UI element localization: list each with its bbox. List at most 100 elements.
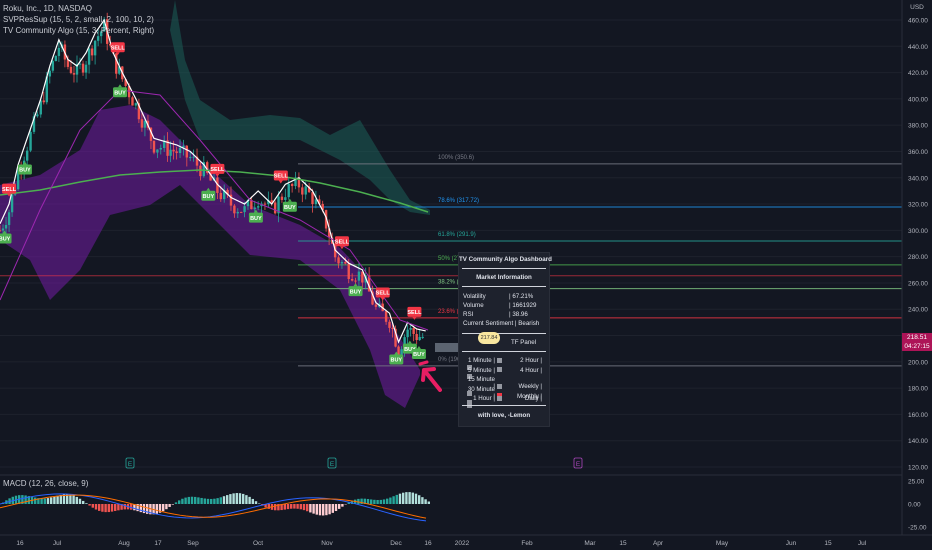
macd-histogram-bar xyxy=(347,502,350,504)
candle-body xyxy=(267,200,270,205)
candle-body xyxy=(209,172,212,181)
macd-histogram-bar xyxy=(53,496,56,504)
candle-body xyxy=(51,61,55,71)
candle-body xyxy=(16,170,20,190)
candle-body xyxy=(152,140,156,153)
macd-histogram-bar xyxy=(162,504,165,512)
macd-histogram-bar xyxy=(293,504,296,509)
sell-signal: SELL xyxy=(2,183,17,197)
candle-body xyxy=(162,140,166,148)
macd-histogram-bar xyxy=(37,498,40,504)
candle-body xyxy=(137,103,141,120)
timeframe-right-signal xyxy=(467,390,472,396)
macd-histogram-bar xyxy=(302,504,306,511)
macd-histogram-bar xyxy=(94,504,98,510)
signal-pointer xyxy=(215,173,220,177)
macd-legend[interactable]: MACD (12, 26, close, 9) xyxy=(3,479,89,488)
price-tick-label: 280.00 xyxy=(908,254,928,261)
macd-histogram-bar xyxy=(110,504,114,512)
candle-body xyxy=(350,278,354,281)
macd-histogram-bar xyxy=(382,499,386,504)
macd-histogram-bar xyxy=(283,504,286,510)
macd-histogram-bar xyxy=(197,497,200,504)
macd-histogram-bar xyxy=(318,504,322,516)
candle-body xyxy=(219,192,222,200)
candle-body xyxy=(75,63,79,75)
fib-label: 0% (196.9 xyxy=(438,357,466,363)
time-tick-label: Nov xyxy=(321,540,333,547)
candle-body xyxy=(199,165,202,177)
macd-histogram-bar xyxy=(267,504,270,509)
sell-signal: SELL xyxy=(274,170,289,184)
candle-body xyxy=(7,212,11,225)
candle-body xyxy=(297,177,301,188)
signal-pointer xyxy=(118,84,123,88)
macd-histogram-bar xyxy=(123,504,126,510)
grid xyxy=(0,19,902,468)
candle-body xyxy=(314,199,318,205)
candle-body xyxy=(263,203,267,205)
macd-histogram-bar xyxy=(107,504,110,513)
candle-body xyxy=(384,311,388,322)
macd-histogram-bar xyxy=(306,504,309,512)
candle-body xyxy=(134,103,138,106)
timeframe-left-label: 5 Minute | xyxy=(467,366,495,374)
candle-body xyxy=(406,329,409,338)
price-tick-label: 160.00 xyxy=(908,412,928,419)
macd-histogram-bar xyxy=(174,502,178,504)
macd-histogram-bar xyxy=(69,494,72,504)
sell-signal: SELL xyxy=(210,163,225,177)
signal-markers: SELLSELLBUYBUYBUYBUYSELLBUYSELLBUYSELLBU… xyxy=(0,42,583,469)
signal-pointer xyxy=(253,209,258,213)
macd-histogram-bar xyxy=(370,499,373,504)
macd-histogram-bar xyxy=(27,496,30,504)
signal-label: SELL xyxy=(274,174,289,180)
candle-body xyxy=(57,47,61,56)
candle-body xyxy=(175,151,178,154)
signal-label: SELL xyxy=(376,291,391,297)
symbol-legend[interactable]: Roku, Inc., 1D, NASDAQ xyxy=(3,4,92,13)
macd-histogram-bar xyxy=(395,494,398,504)
price-tick-label: 260.00 xyxy=(908,280,928,287)
indicator-legend-svp[interactable]: SVPResSup (15, 5, 2, small, 2, 100, 10, … xyxy=(3,15,154,24)
candle-body xyxy=(109,43,112,46)
indicator-bands xyxy=(0,0,430,408)
signal-label: SELL xyxy=(111,46,126,52)
fib-label: 100% (350.6) xyxy=(438,155,474,161)
candle-body xyxy=(202,162,206,177)
earnings-label: E xyxy=(128,461,133,468)
candle-body xyxy=(143,120,147,128)
timeframe-left-label: 1 Hour | xyxy=(473,395,495,402)
time-tick-label: Feb xyxy=(521,540,533,547)
macd-histogram-bar xyxy=(117,504,120,511)
currency-label: USD xyxy=(910,4,924,11)
macd-histogram-bar xyxy=(242,493,245,504)
candle-body xyxy=(415,333,418,341)
signal-badge xyxy=(110,42,125,53)
macd-histogram-bar xyxy=(114,504,117,512)
price-tick-label: 140.00 xyxy=(908,438,928,445)
signal-line xyxy=(0,494,427,519)
signal-pointer xyxy=(206,187,211,191)
buy-signal: BUY xyxy=(411,346,426,360)
macd-histogram-bar xyxy=(187,496,190,504)
macd-histogram-bar xyxy=(43,498,46,504)
indicator-legend-algo[interactable]: TV Community Algo (15, 3, Percent, Right… xyxy=(3,26,155,35)
macd-histogram-bar xyxy=(334,504,338,512)
fib-label: 23.6% (23 xyxy=(438,309,466,315)
candle-body xyxy=(340,261,344,264)
macd-histogram-bar xyxy=(213,498,216,504)
signal-label: BUY xyxy=(250,216,262,222)
macd-histogram-bar xyxy=(312,504,315,514)
macd-histogram-bar xyxy=(168,504,171,507)
candle-body xyxy=(124,79,127,86)
candle-body xyxy=(400,349,403,356)
timeframe-left-label: 30 Minute | xyxy=(467,385,495,400)
macd-histogram-bar xyxy=(136,504,139,512)
time-tick-label: 17 xyxy=(154,540,162,547)
candle-body xyxy=(66,59,70,67)
macd-histogram-bar xyxy=(62,494,66,504)
macd-histogram-bar xyxy=(248,496,251,504)
